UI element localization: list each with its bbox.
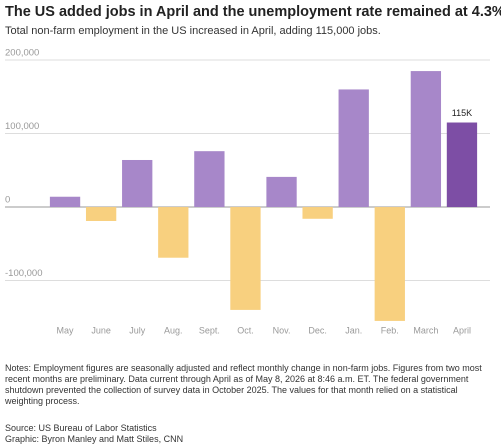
x-tick-label: Feb. xyxy=(381,325,399,335)
x-tick-label: Aug. xyxy=(164,325,183,335)
x-tick-label: May xyxy=(57,325,75,335)
bar xyxy=(302,207,333,219)
x-tick-label: Dec. xyxy=(308,325,327,335)
x-tick-label: Jan. xyxy=(345,325,362,335)
x-tick-label: April xyxy=(453,325,471,335)
credits: Source: US Bureau of Labor Statistics Gr… xyxy=(5,423,183,445)
x-tick-label: March xyxy=(413,325,438,335)
source: Source: US Bureau of Labor Statistics xyxy=(5,423,157,433)
y-tick-label: 0 xyxy=(5,195,10,206)
bar xyxy=(194,151,225,208)
y-tick-label: -100,000 xyxy=(5,268,43,279)
credit: Graphic: Byron Manley and Matt Stiles, C… xyxy=(5,434,184,444)
x-tick-label: Nov. xyxy=(273,325,291,335)
notes: Notes: Employment figures are seasonally… xyxy=(5,363,482,406)
bar xyxy=(446,122,478,208)
bar xyxy=(122,159,153,208)
y-tick-label: 100,000 xyxy=(5,121,39,132)
bar xyxy=(85,207,117,221)
chart-subtitle: Total non-farm employment in the US incr… xyxy=(5,25,381,37)
x-tick-label: July xyxy=(129,325,146,335)
y-tick-label: 200,000 xyxy=(5,48,39,59)
chart-title: The US added jobs in April and the unemp… xyxy=(5,4,501,20)
bar xyxy=(230,207,261,310)
bar xyxy=(49,196,81,208)
value-label: 115K xyxy=(452,108,472,118)
bar xyxy=(410,71,442,208)
x-tick-label: Oct. xyxy=(237,325,254,335)
x-tick-label: Sept. xyxy=(199,325,220,335)
bar xyxy=(158,207,189,258)
bar xyxy=(338,89,369,208)
bar xyxy=(374,207,405,321)
x-tick-label: June xyxy=(91,325,111,335)
bar xyxy=(266,176,297,208)
